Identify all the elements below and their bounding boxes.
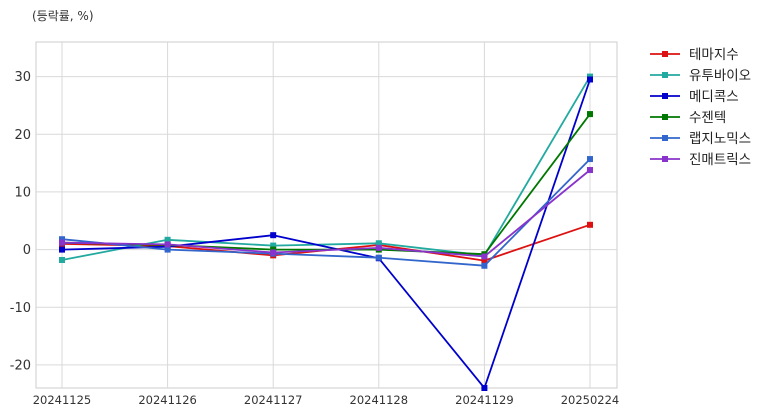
legend-swatch-marker <box>662 51 668 57</box>
data-point <box>481 262 488 269</box>
legend-swatch-marker <box>662 156 668 162</box>
data-point <box>270 242 277 249</box>
legend-item: 유투바이오 <box>650 68 751 84</box>
y-tick-label: 0 <box>23 243 31 258</box>
data-point <box>59 256 65 263</box>
legend-item: 진매트릭스 <box>650 152 751 168</box>
legend-label: 수젠텍 <box>689 110 726 126</box>
data-point <box>587 167 593 174</box>
data-point <box>59 239 65 246</box>
data-point <box>164 236 171 243</box>
data-point <box>270 232 277 239</box>
data-point <box>375 240 382 247</box>
series-group <box>59 73 593 391</box>
x-tick-label: 20241126 <box>138 393 197 407</box>
x-axis: 20241125 20241126 20241127 20241128 20241129… <box>33 393 620 407</box>
data-point <box>59 246 65 253</box>
x-tick-label: 20241129 <box>455 393 514 407</box>
series-line <box>61 169 591 258</box>
series-line <box>61 76 591 261</box>
legend-swatch-marker <box>662 114 668 120</box>
data-point <box>481 257 488 264</box>
data-point <box>481 253 488 260</box>
data-point <box>587 156 593 163</box>
x-tick-label: 20250224 <box>561 393 620 407</box>
x-tick-label: 20241128 <box>350 393 409 407</box>
data-point <box>164 241 171 248</box>
y-tick-label: -20 <box>10 358 31 373</box>
data-point <box>375 254 382 261</box>
y-tick-label: 20 <box>14 128 31 143</box>
data-point <box>375 244 382 251</box>
plot-area <box>35 41 618 389</box>
data-point <box>59 236 65 243</box>
series <box>59 221 593 264</box>
x-tick-label: 20241125 <box>33 393 92 407</box>
legend-swatch-marker <box>662 72 668 78</box>
legend-label: 유투바이오 <box>689 68 751 84</box>
unit-label: (등락률, %) <box>32 9 94 23</box>
legend-label: 메디콕스 <box>689 89 739 105</box>
series-line <box>61 158 591 267</box>
legend-swatch-marker <box>662 93 668 99</box>
legend-item: 테마지수 <box>650 47 739 63</box>
y-tick-label: 10 <box>14 185 31 200</box>
y-tick-label: 30 <box>14 70 31 85</box>
legend-swatch-marker <box>662 135 668 141</box>
data-point <box>587 76 593 83</box>
grid <box>36 42 617 388</box>
legend-label: 진매트릭스 <box>689 152 751 168</box>
series <box>59 111 593 258</box>
data-point <box>481 385 488 391</box>
series <box>59 167 593 260</box>
y-tick-label: -10 <box>10 301 31 316</box>
data-point <box>270 249 277 256</box>
data-point <box>164 246 171 253</box>
series <box>59 73 593 263</box>
data-point <box>587 221 593 228</box>
legend-item: 메디콕스 <box>650 89 739 105</box>
x-tick-label: 20241127 <box>244 393 303 407</box>
legend-item: 랩지노믹스 <box>650 131 751 147</box>
y-axis: -20 -10 0 10 20 30 <box>10 70 31 373</box>
legend-item: 수젠텍 <box>650 110 726 126</box>
legend-label: 랩지노믹스 <box>689 131 751 147</box>
legend-label: 테마지수 <box>689 47 739 63</box>
series-line <box>61 113 591 256</box>
data-point <box>587 111 593 118</box>
